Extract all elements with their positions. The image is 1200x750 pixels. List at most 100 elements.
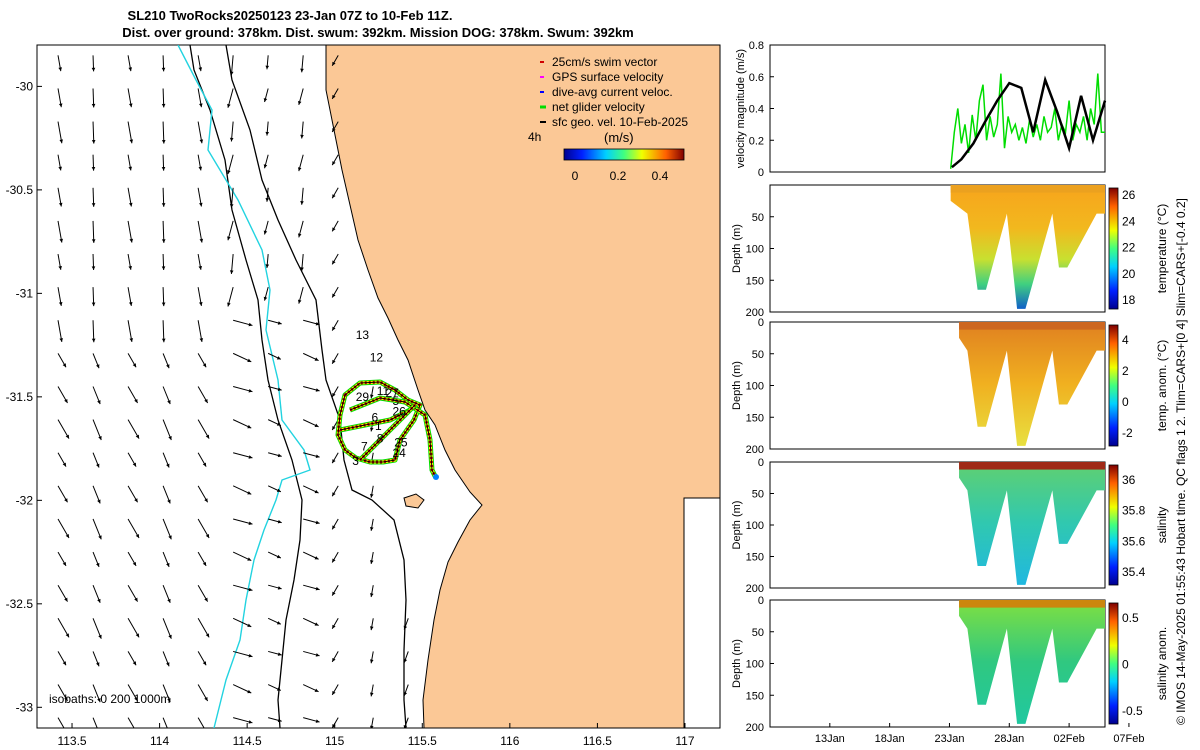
depth-colorbar: [1108, 187, 1119, 310]
velocity-arrow-head: [135, 434, 140, 439]
velocity-arrow-head: [332, 194, 336, 199]
velocity-arrow-head: [168, 634, 172, 639]
velocity-arrow-head: [58, 103, 63, 108]
velocity-arrow-head: [128, 302, 133, 306]
depth-ylabel: Depth (m): [731, 639, 743, 688]
colorbar-label: salinity: [1155, 507, 1169, 544]
footer-credit: © IMOS 14-May-2025 01:55:43 Hobart time.…: [1174, 198, 1188, 725]
velocity-arrow-head: [132, 561, 137, 566]
velocity-arrow-head: [65, 434, 70, 439]
velocity-arrow-head: [97, 400, 101, 405]
depth-colorbar: [1108, 324, 1119, 447]
colorbar-tick-label: -2: [1122, 426, 1133, 440]
velocity-arrow-head: [332, 426, 336, 431]
shelf-contour: [177, 45, 311, 728]
velocity-arrow: [92, 419, 102, 441]
map-ytick-label: -32: [16, 493, 34, 507]
colorbar-tick-label: 35.4: [1122, 565, 1146, 579]
velocity-arrow-head: [204, 498, 208, 503]
velocity-arrow-head: [161, 338, 166, 343]
depth-ytick-label: 0: [758, 457, 764, 469]
velocity-arrow-head: [132, 462, 137, 467]
velocity-arrow-head: [265, 65, 270, 70]
velocity-arrow-head: [229, 137, 234, 142]
velocity-ytick-label: 0.6: [749, 72, 764, 84]
day-label: 12: [370, 351, 384, 365]
legend-gps-velocity: GPS surface velocity: [552, 70, 663, 84]
velocity-arrow-head: [167, 698, 171, 703]
velocity-arrow-head: [314, 489, 319, 494]
velocity-arrow-head: [300, 134, 304, 139]
velocity-arrow-head: [248, 388, 253, 393]
velocity-arrow-head: [314, 622, 319, 626]
depth-ytick-label: 200: [746, 583, 764, 595]
velocity-arrow-head: [202, 363, 207, 368]
velocity-arrow-head: [64, 597, 68, 602]
velocity-arrow-head: [91, 103, 96, 108]
velocity-arrow-head: [332, 260, 336, 265]
velocity-arrow-head: [277, 519, 282, 524]
velocity-arrow-head: [265, 131, 270, 136]
map-xtick-label: 114.5: [233, 734, 262, 748]
depth-ytick-label: 50: [752, 627, 764, 639]
velocity-arrow-head: [168, 436, 172, 441]
velocity-arrow-head: [134, 696, 138, 701]
velocity-arrow-head: [248, 720, 253, 724]
velocity-arrow: [92, 220, 95, 243]
velocity-arrow-head: [58, 265, 62, 270]
velocity-arrow: [197, 518, 210, 539]
velocity-arrow-head: [369, 493, 374, 498]
velocity-arrow-head: [247, 689, 252, 694]
map-xtick-label: 115: [325, 734, 344, 748]
day-label: 8: [377, 431, 384, 445]
velocity-arrow-head: [315, 719, 320, 723]
velocity-arrow-head: [332, 525, 336, 530]
velocity-arrow-head: [332, 94, 336, 99]
geo-velocity-line: [951, 75, 1107, 169]
velocity-arrow-head: [91, 302, 96, 307]
depth-ytick-label: 200: [746, 444, 764, 456]
velocity-arrow-head: [332, 558, 336, 563]
velocity-arrow-head: [276, 422, 281, 426]
velocity-arrow-head: [161, 167, 166, 171]
velocity-arrow-head: [128, 202, 133, 207]
velocity-arrow-head: [199, 202, 203, 207]
map-axis-ticks: 113.5 114 114.5 115 115.5 116 116.5 117-30-30.5…: [6, 79, 695, 748]
colorbar-tick-label: 22: [1122, 241, 1136, 255]
velocity-arrow-head: [205, 434, 210, 439]
profile-data-field: [959, 600, 1105, 724]
velocity-arrow-head: [202, 561, 207, 566]
velocity-arrow-head: [314, 688, 319, 692]
velocity-arrow-head: [227, 170, 231, 175]
velocity-arrow-head: [161, 239, 166, 243]
velocity-ytick-label: 0.4: [749, 104, 764, 116]
velocity-arrow-head: [332, 61, 336, 66]
velocity-arrow-head: [297, 167, 302, 172]
velocity-arrow: [197, 320, 203, 343]
velocity-arrow-head: [277, 453, 282, 458]
velocity-arrow-head: [369, 394, 374, 399]
velocity-arrow-head: [315, 454, 320, 458]
day-label: 13: [356, 328, 370, 342]
velocity-arrow-head: [96, 662, 100, 667]
velocity-arrow-head: [205, 633, 210, 638]
track-line: [337, 381, 421, 463]
colorbar-label: salinity anom.: [1155, 627, 1169, 700]
day-label: 27: [386, 386, 400, 400]
velocity-arrow-head: [265, 264, 270, 268]
velocity-arrow: [127, 220, 133, 243]
velocity-arrow-head: [227, 236, 231, 241]
velocity-arrow-head: [64, 696, 68, 701]
time-xtick-label: 18Jan: [875, 733, 905, 745]
velocity-arrow-head: [59, 338, 64, 342]
velocity-arrow-head: [276, 687, 281, 691]
velocity-arrow-head: [247, 557, 252, 561]
velocity-arrow-head: [166, 463, 170, 468]
map-xtick-label: 115.5: [408, 734, 437, 748]
velocity-arrow-head: [205, 534, 210, 539]
velocity-arrow-head: [248, 322, 253, 327]
velocity-arrow: [162, 220, 165, 243]
legend-dive-avg: dive-avg current veloc.: [552, 85, 673, 99]
velocity-arrow: [197, 618, 210, 638]
